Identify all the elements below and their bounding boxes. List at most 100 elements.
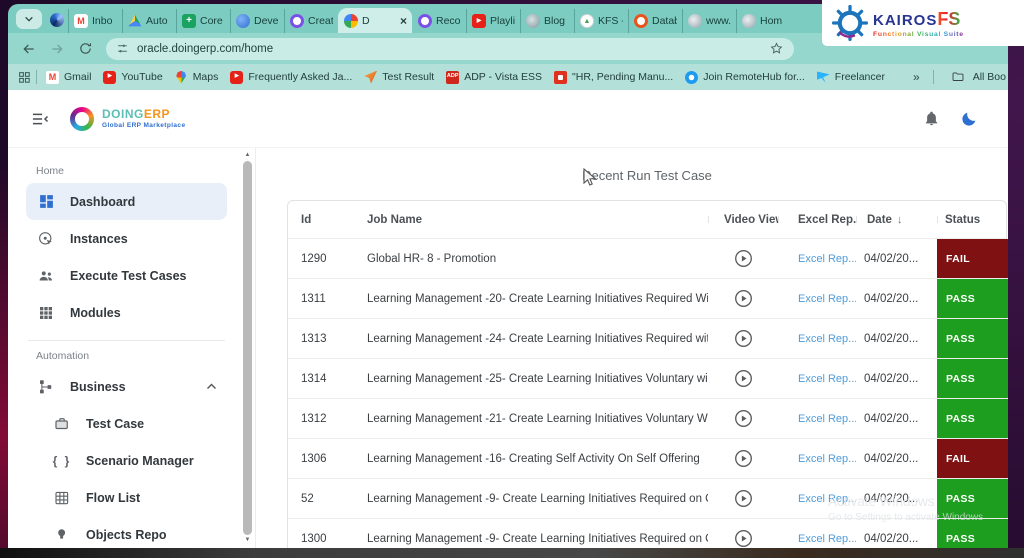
dark-mode-moon-icon[interactable]: [960, 110, 978, 128]
youtube-icon: [230, 70, 244, 84]
video-play-button[interactable]: [708, 529, 778, 548]
excel-report-link[interactable]: Excel Rep...: [798, 532, 856, 545]
sidebar-item-scenario-manager[interactable]: { } Scenario Manager: [52, 453, 194, 468]
browser-window: Inbo Auto Core Deve Creat D × Reco Playl…: [8, 4, 1008, 548]
video-play-button[interactable]: [708, 249, 778, 268]
all-bookmarks-label[interactable]: All Boo: [972, 71, 1006, 83]
bookmark-adp-vista-ess[interactable]: ADP - Vista ESS: [446, 70, 542, 84]
sidebar-scrollbar[interactable]: ▲ ▼: [242, 151, 253, 545]
status-badge: PASS: [937, 319, 1008, 358]
video-play-button[interactable]: [708, 449, 778, 468]
page-title: Recent Run Test Case: [582, 168, 712, 183]
excel-report-link[interactable]: Excel Rep...: [798, 292, 856, 305]
video-play-button[interactable]: [708, 409, 778, 428]
table-body: 1290 Global HR- 8 - Promotion Excel Rep.…: [288, 238, 1008, 548]
excel-report-link[interactable]: Excel Rep...: [798, 252, 856, 265]
app-header: DOINGERP Global ERP Marketplace: [8, 90, 1008, 148]
bookmark-hr-pending-manu[interactable]: "HR, Pending Manu...: [554, 70, 673, 84]
bookmark-freelancer[interactable]: Freelancer: [816, 71, 885, 84]
excel-report-link[interactable]: Excel Rep...: [798, 492, 856, 505]
gmail-favicon: [74, 14, 88, 28]
site-settings-icon: [118, 44, 127, 53]
cell-job-name: Learning Management -9- Create Learning …: [367, 492, 708, 505]
status-badge: PASS: [937, 519, 1008, 548]
excel-report-link[interactable]: Excel Rep...: [798, 372, 856, 385]
cell-date: 04/02/20...: [864, 492, 919, 505]
sidebar-item-execute-test-cases[interactable]: Execute Test Cases: [26, 257, 227, 294]
chevron-up-icon[interactable]: [206, 383, 217, 390]
browser-tab-inbo[interactable]: Inbo: [68, 9, 122, 33]
doingerp-gear-icon: [70, 106, 94, 131]
teal-globe-favicon: [526, 14, 540, 28]
bookmark-star-icon[interactable]: [769, 41, 784, 56]
sidebar-item-objects-repo[interactable]: Objects Repo: [26, 516, 227, 548]
logo-tagline: Global ERP Marketplace: [102, 122, 186, 129]
browser-tab-www[interactable]: www.: [682, 9, 736, 33]
forward-arrow-icon: [52, 44, 63, 53]
back-arrow-icon: [23, 44, 34, 53]
browser-tab-playli[interactable]: Playli: [466, 9, 520, 33]
sidebar-item-business[interactable]: Business: [26, 368, 227, 405]
tab-strip: Inbo Auto Core Deve Creat D × Reco Playl…: [68, 4, 790, 33]
cell-date: 04/02/20...: [864, 452, 919, 465]
sidebar-item-modules[interactable]: Modules: [26, 294, 227, 331]
cell-id: 1311: [301, 292, 326, 305]
browser-tab-auto[interactable]: Auto: [122, 9, 176, 33]
bookmark-join-remotehub-for[interactable]: Join RemoteHub for...: [685, 70, 805, 84]
forward-button[interactable]: [44, 36, 70, 62]
sidebar-nav: Home Dashboard Instances Execute Test Ca…: [8, 148, 255, 548]
tab-search-button[interactable]: [16, 9, 42, 29]
excel-report-link[interactable]: Excel Rep...: [798, 332, 856, 345]
video-play-button[interactable]: [708, 329, 778, 348]
browser-tab-d[interactable]: D ×: [338, 8, 412, 33]
scroll-down-icon[interactable]: ▼: [244, 537, 251, 543]
excel-report-link[interactable]: Excel Rep...: [798, 452, 856, 465]
cell-id: 1300: [301, 532, 327, 545]
sidebar-collapse-icon[interactable]: [30, 109, 50, 129]
browser-tab-hom[interactable]: Hom: [736, 9, 790, 33]
bookmark-youtube[interactable]: YouTube: [103, 70, 163, 84]
sidebar-item-dashboard[interactable]: Dashboard: [26, 183, 227, 220]
video-play-button[interactable]: [708, 489, 778, 508]
browser-tab-deve[interactable]: Deve: [230, 9, 284, 33]
gray-globe-favicon: [742, 14, 756, 28]
bookmark-maps[interactable]: Maps: [175, 70, 218, 84]
sidebar-item-test-case[interactable]: Test Case: [26, 405, 227, 442]
browser-tab-reco[interactable]: Reco: [412, 9, 466, 33]
video-play-button[interactable]: [708, 369, 778, 388]
browser-tab-blog[interactable]: Blog: [520, 9, 574, 33]
cell-job-name: Learning Management -24- Create Learning…: [367, 332, 708, 345]
maps-icon: [176, 70, 187, 84]
bookmarks-more-button[interactable]: »: [913, 70, 920, 84]
sidebar-item-flow-list[interactable]: Flow List: [26, 479, 227, 516]
browser-tab-kfs[interactable]: KFS -: [574, 9, 628, 33]
address-bar[interactable]: oracle.doingerp.com/home: [106, 37, 794, 60]
red-badge-icon: [554, 70, 568, 84]
browser-tab-core[interactable]: Core: [176, 9, 230, 33]
video-play-button[interactable]: [708, 289, 778, 308]
back-button[interactable]: [16, 36, 42, 62]
browser-tab-creat[interactable]: Creat: [284, 9, 338, 33]
bookmark-frequently-asked-ja[interactable]: Frequently Asked Ja...: [230, 70, 352, 84]
sort-descending-icon[interactable]: ↓: [896, 213, 903, 226]
notification-bell-icon[interactable]: [923, 110, 940, 127]
browser-tab-datab[interactable]: Datab: [628, 9, 682, 33]
bookmark-gmail[interactable]: Gmail: [46, 70, 91, 84]
apps-grid-icon[interactable]: [18, 71, 31, 84]
reload-button[interactable]: [72, 36, 98, 62]
scroll-up-icon[interactable]: ▲: [244, 152, 251, 158]
modules-icon: [36, 305, 56, 321]
pinned-tab-favicon[interactable]: [50, 13, 64, 27]
excel-report-link[interactable]: Excel Rep...: [798, 412, 856, 425]
col-header-date[interactable]: Date ↓: [856, 214, 937, 226]
bookmarks-divider: [36, 70, 37, 84]
brand-tagline: Functional Visual Suite: [873, 30, 964, 38]
colorful-favicon: [344, 13, 358, 28]
status-badge: PASS: [937, 399, 1008, 438]
scrollbar-thumb[interactable]: [243, 161, 252, 535]
bookmark-test-result[interactable]: Test Result: [364, 70, 434, 84]
tab-close-icon[interactable]: ×: [399, 13, 407, 28]
sidebar-item-instances[interactable]: Instances: [26, 220, 227, 257]
url-text[interactable]: oracle.doingerp.com/home: [137, 42, 274, 55]
